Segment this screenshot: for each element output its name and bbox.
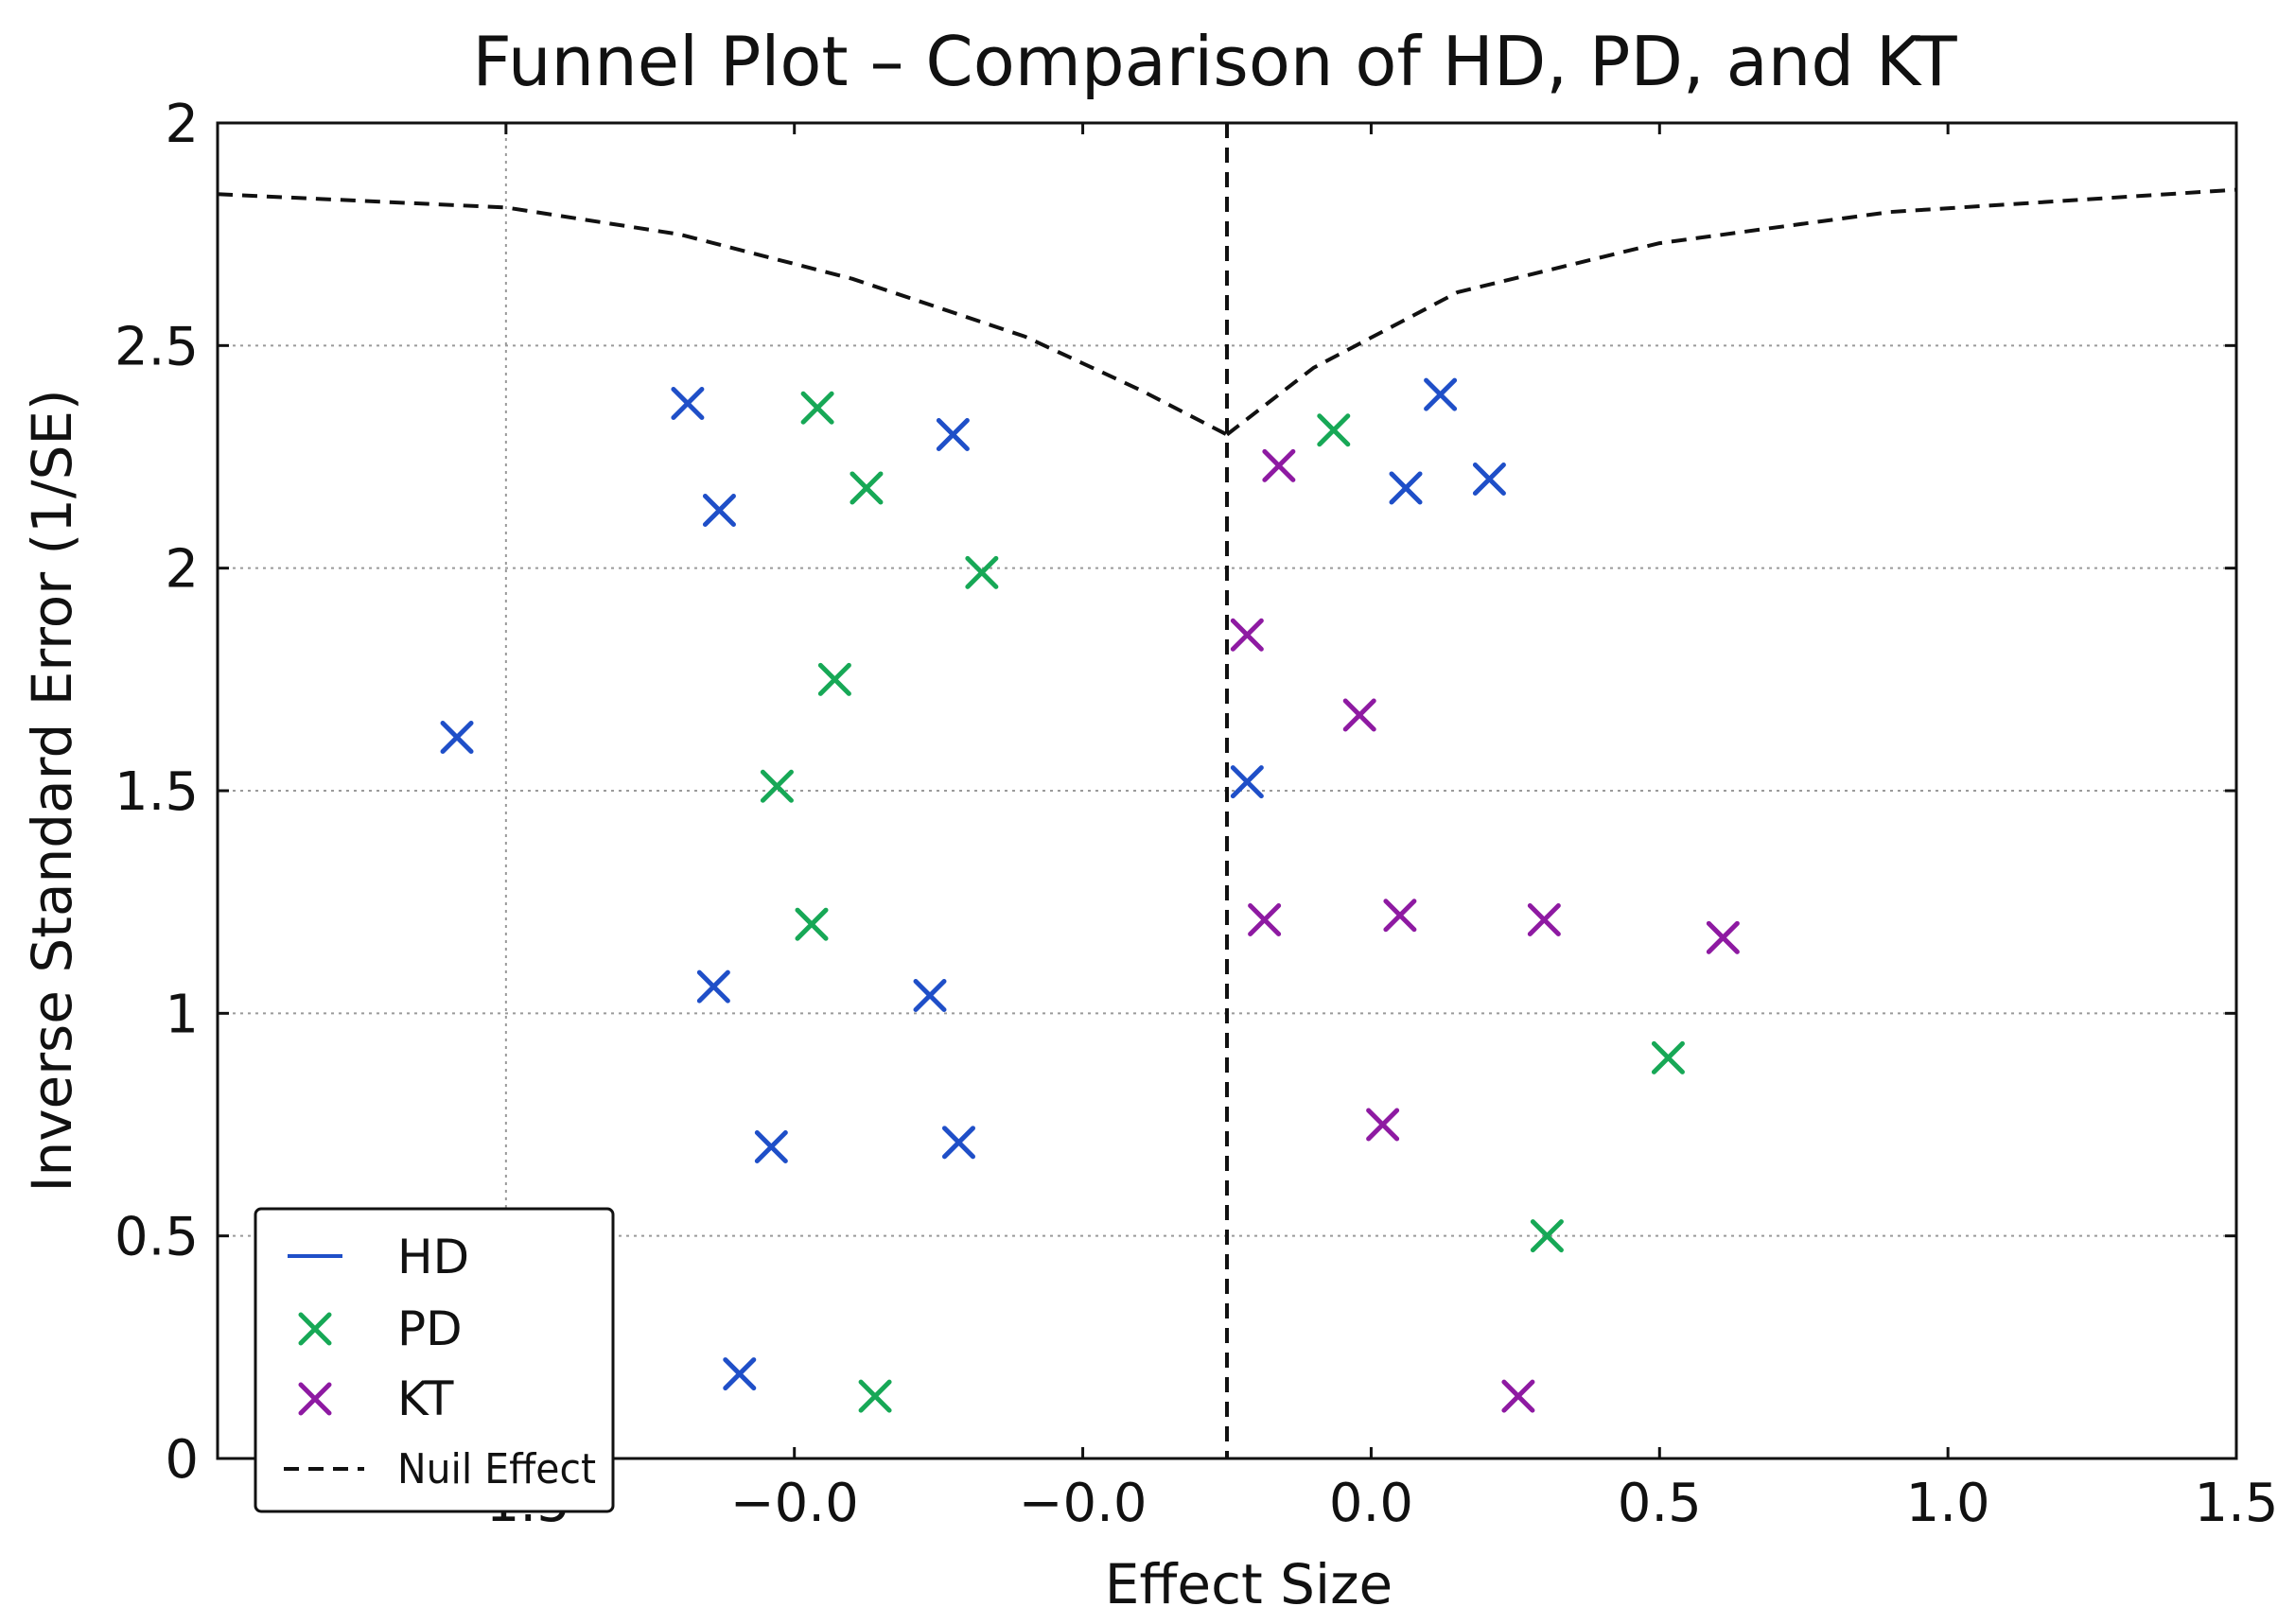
legend-pd-label: PD — [397, 1301, 463, 1356]
pd-data-point — [800, 391, 834, 425]
data-points-layer — [440, 377, 1740, 1413]
legend: HD PD KT Nuil Effect — [254, 1207, 615, 1513]
hd-data-point — [671, 387, 705, 421]
pd-data-point — [1651, 1040, 1685, 1074]
y-tick-label: 2.5 — [114, 316, 199, 377]
x-tick-label: 0.0 — [1329, 1473, 1413, 1534]
kt-data-point — [1342, 698, 1376, 732]
x-tick-label: 1.5 — [2194, 1473, 2278, 1534]
x-tick-label: −0.0 — [1019, 1473, 1148, 1534]
hd-data-point — [696, 969, 730, 1004]
kt-data-point — [1366, 1108, 1400, 1142]
legend-box — [254, 1207, 615, 1513]
kt-data-point — [1230, 618, 1264, 652]
hd-data-point — [754, 1130, 788, 1164]
pd-data-point — [760, 769, 794, 803]
legend-kt-x-swatch — [298, 1382, 332, 1416]
hd-data-point — [941, 1126, 975, 1160]
legend-hd-label: HD — [397, 1230, 469, 1284]
hd-data-point — [1424, 377, 1458, 411]
kt-data-point — [1527, 902, 1561, 936]
y-tick-label: 0 — [165, 1429, 199, 1491]
kt-data-point — [1262, 448, 1296, 482]
hd-data-point — [1230, 765, 1264, 799]
pd-data-point — [858, 1379, 892, 1413]
hd-data-point — [702, 493, 736, 527]
kt-data-point — [1706, 920, 1740, 954]
hd-data-point — [913, 979, 947, 1013]
kt-data-point — [1248, 902, 1282, 936]
y-tick-label: 2 — [165, 94, 199, 155]
axis-ticks-layer: 00.511.522.52−1.5−0.0−0.00.00.51.01.5 — [114, 94, 2279, 1534]
hd-data-point — [723, 1357, 757, 1391]
x-axis-label: Effect Size — [1105, 1552, 1393, 1616]
hd-data-point — [936, 417, 970, 451]
y-tick-label: 2 — [165, 539, 199, 601]
y-tick-label: 1 — [165, 984, 199, 1045]
pd-data-point — [965, 555, 999, 589]
x-tick-label: 1.0 — [1906, 1473, 1990, 1534]
x-tick-label: 0.5 — [1618, 1473, 1702, 1534]
kt-data-point — [1383, 899, 1417, 933]
chart-title: Funnel Plot – Comparison of HD, PD, and … — [472, 22, 1957, 101]
funnel-left-boundary — [217, 192, 1228, 437]
funnel-right-boundary — [1225, 187, 2237, 437]
y-tick-label: 1.5 — [114, 761, 199, 823]
pd-data-point — [1530, 1219, 1564, 1253]
null-effect-layer — [217, 123, 2237, 1458]
x-tick-label: −0.0 — [730, 1473, 859, 1534]
pd-data-point — [850, 471, 884, 505]
hd-data-point — [440, 721, 474, 755]
pd-data-point — [1317, 413, 1351, 447]
pd-data-point — [795, 907, 829, 941]
legend-pd-x-swatch — [298, 1312, 332, 1346]
y-axis-label: Inverse Standard Error (1/SE) — [20, 389, 84, 1192]
legend-null-effect-label: Nuil Effect — [397, 1445, 596, 1493]
hd-data-point — [1389, 471, 1423, 505]
pd-data-point — [817, 662, 851, 696]
legend-kt-label: KT — [397, 1371, 454, 1426]
y-tick-label: 0.5 — [114, 1207, 199, 1268]
hd-data-point — [1472, 463, 1506, 497]
kt-data-point — [1501, 1379, 1535, 1413]
